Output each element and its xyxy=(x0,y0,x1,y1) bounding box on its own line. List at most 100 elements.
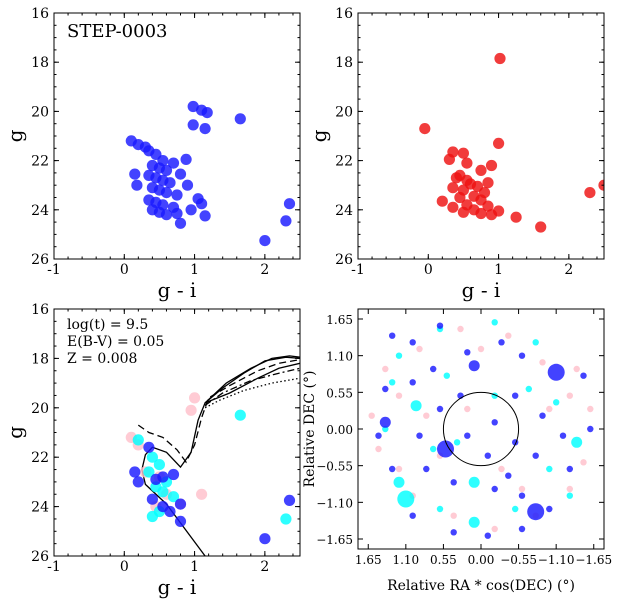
data-point xyxy=(566,485,573,493)
data-point xyxy=(419,123,431,135)
data-point xyxy=(457,206,469,218)
data-point xyxy=(484,532,491,539)
data-point xyxy=(393,476,405,488)
data-point xyxy=(389,465,396,473)
data-point xyxy=(512,392,519,399)
data-point xyxy=(430,365,437,373)
data-point xyxy=(454,191,466,204)
data-point xyxy=(368,412,375,419)
y-tick-label: 16 xyxy=(31,302,49,318)
data-point xyxy=(196,198,208,210)
data-point xyxy=(180,153,192,165)
data-point xyxy=(475,164,487,176)
y-tick-label: 16 xyxy=(31,6,49,22)
data-point xyxy=(132,434,144,446)
data-point xyxy=(482,177,494,189)
x-tick-label: -1 xyxy=(351,262,365,278)
isochrone-solid-upper xyxy=(204,355,300,404)
y-tick-label: 22 xyxy=(31,450,49,466)
x-axis-label: g - i xyxy=(462,278,501,302)
data-point xyxy=(423,465,430,473)
data-point xyxy=(491,319,498,326)
y-tick-label: 1.10 xyxy=(326,350,353,364)
data-point xyxy=(464,349,471,356)
data-point xyxy=(505,472,512,479)
data-point xyxy=(518,485,526,493)
data-point xyxy=(464,405,471,413)
x-tick-label: 0.55 xyxy=(430,553,457,567)
y-tick-label: 18 xyxy=(335,55,353,71)
data-point xyxy=(379,416,391,428)
isochrone-dotted xyxy=(204,377,300,409)
data-point xyxy=(146,493,158,505)
data-point xyxy=(187,100,199,113)
y-tick-label: 18 xyxy=(31,351,49,367)
data-point xyxy=(598,179,604,191)
x-tick-label: -1 xyxy=(47,262,61,278)
data-point xyxy=(510,211,522,223)
data-point xyxy=(587,405,594,413)
data-point xyxy=(389,332,396,339)
isochrone-dashed xyxy=(137,358,300,464)
data-point xyxy=(416,432,423,439)
data-point xyxy=(505,332,512,339)
x-axis-label: g - i xyxy=(158,278,197,302)
data-point xyxy=(395,465,403,473)
plot-area xyxy=(368,319,594,539)
plot-area xyxy=(125,100,296,247)
data-point xyxy=(453,439,461,446)
panel-top-left: -1 0 1 2 16 18 20 22 24 26 g - i g STEP-0003 xyxy=(3,6,301,302)
data-point xyxy=(566,492,573,499)
data-point xyxy=(283,494,296,506)
data-point xyxy=(160,164,173,176)
data-point xyxy=(164,177,176,189)
data-point xyxy=(397,490,415,508)
y-tick-label: 24 xyxy=(31,203,49,219)
data-point xyxy=(436,505,444,513)
data-point xyxy=(532,452,539,459)
data-point xyxy=(485,159,498,172)
y-tick-label: 22 xyxy=(31,154,49,170)
data-point xyxy=(573,365,580,373)
data-point xyxy=(395,392,403,399)
data-point xyxy=(283,198,296,210)
annotation-text: Z = 0.008 xyxy=(67,351,137,367)
x-tick-label: 0 xyxy=(120,262,129,278)
data-point xyxy=(461,157,473,169)
data-point xyxy=(571,436,583,448)
data-point xyxy=(525,385,532,393)
data-point xyxy=(153,459,165,471)
x-tick-label: -1 xyxy=(47,559,61,575)
x-tick-label: 2 xyxy=(260,262,269,278)
data-point xyxy=(491,485,498,493)
panel-top-right: -1 0 1 2 16 18 20 22 24 26 g - i g xyxy=(307,6,605,302)
data-point xyxy=(518,492,526,499)
data-point xyxy=(484,452,491,459)
data-point xyxy=(146,510,158,523)
data-point xyxy=(447,201,459,213)
data-point xyxy=(518,525,526,533)
y-tick-label: 1.65 xyxy=(326,313,353,327)
data-point xyxy=(464,432,471,439)
data-point xyxy=(468,516,480,528)
data-point xyxy=(457,147,469,159)
data-point xyxy=(468,360,480,372)
x-axis-label: g - i xyxy=(158,575,197,599)
plot-area xyxy=(125,355,300,556)
data-point xyxy=(185,404,197,416)
data-point xyxy=(196,488,208,500)
y-axis-label: g xyxy=(307,129,331,142)
data-point xyxy=(494,52,506,65)
data-point xyxy=(566,465,573,473)
data-point xyxy=(539,412,546,419)
data-point xyxy=(437,440,454,458)
x-tick-label: 1 xyxy=(494,262,503,278)
y-axis-label: g xyxy=(3,426,27,439)
x-tick-label: 0.00 xyxy=(468,553,495,567)
data-point xyxy=(436,195,448,207)
y-tick-label: −0.55 xyxy=(316,460,353,474)
y-tick-label: 24 xyxy=(31,500,49,516)
data-point xyxy=(450,512,457,519)
data-point xyxy=(174,217,187,229)
